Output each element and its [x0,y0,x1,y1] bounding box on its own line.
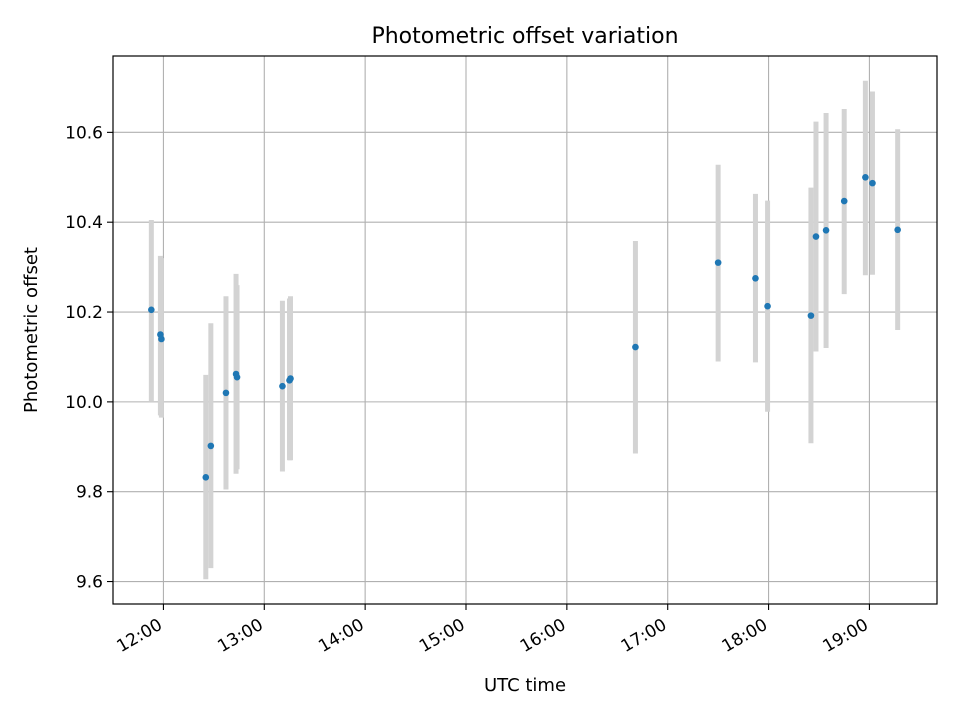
data-point [862,173,869,181]
y-tick-label: 9.6 [76,573,103,593]
data-point [752,275,759,282]
data-point [202,474,210,481]
data-point [840,197,848,205]
data-point [222,389,230,397]
data-point [279,382,286,390]
data-point [894,226,901,234]
x-axis-label: UTC time [484,675,566,696]
y-tick-label: 9.8 [76,483,103,503]
data-point [714,259,722,266]
data-point [233,373,241,381]
data-point [287,375,294,382]
y-tick-label: 10.2 [65,303,103,323]
plot-frame [112,55,938,605]
data-point [807,312,815,319]
data-point [207,442,215,450]
data-point [822,226,830,234]
data-point [148,306,155,314]
y-axis-ticks: 9.6 9.8 10.0 10.2 10.4 10.6 [65,123,113,593]
data-point [158,335,165,343]
plot-area [113,56,937,604]
chart-title: Photometric offset variation [371,24,678,49]
y-tick-label: 10.4 [65,213,103,233]
y-tick-label: 10.0 [65,393,103,413]
y-tick-label: 10.6 [65,123,103,143]
data-point [632,343,639,351]
data-point [764,302,771,310]
data-points [148,173,901,481]
data-point [812,233,820,240]
y-axis-label: Photometric offset [21,247,42,413]
data-point [869,179,876,187]
